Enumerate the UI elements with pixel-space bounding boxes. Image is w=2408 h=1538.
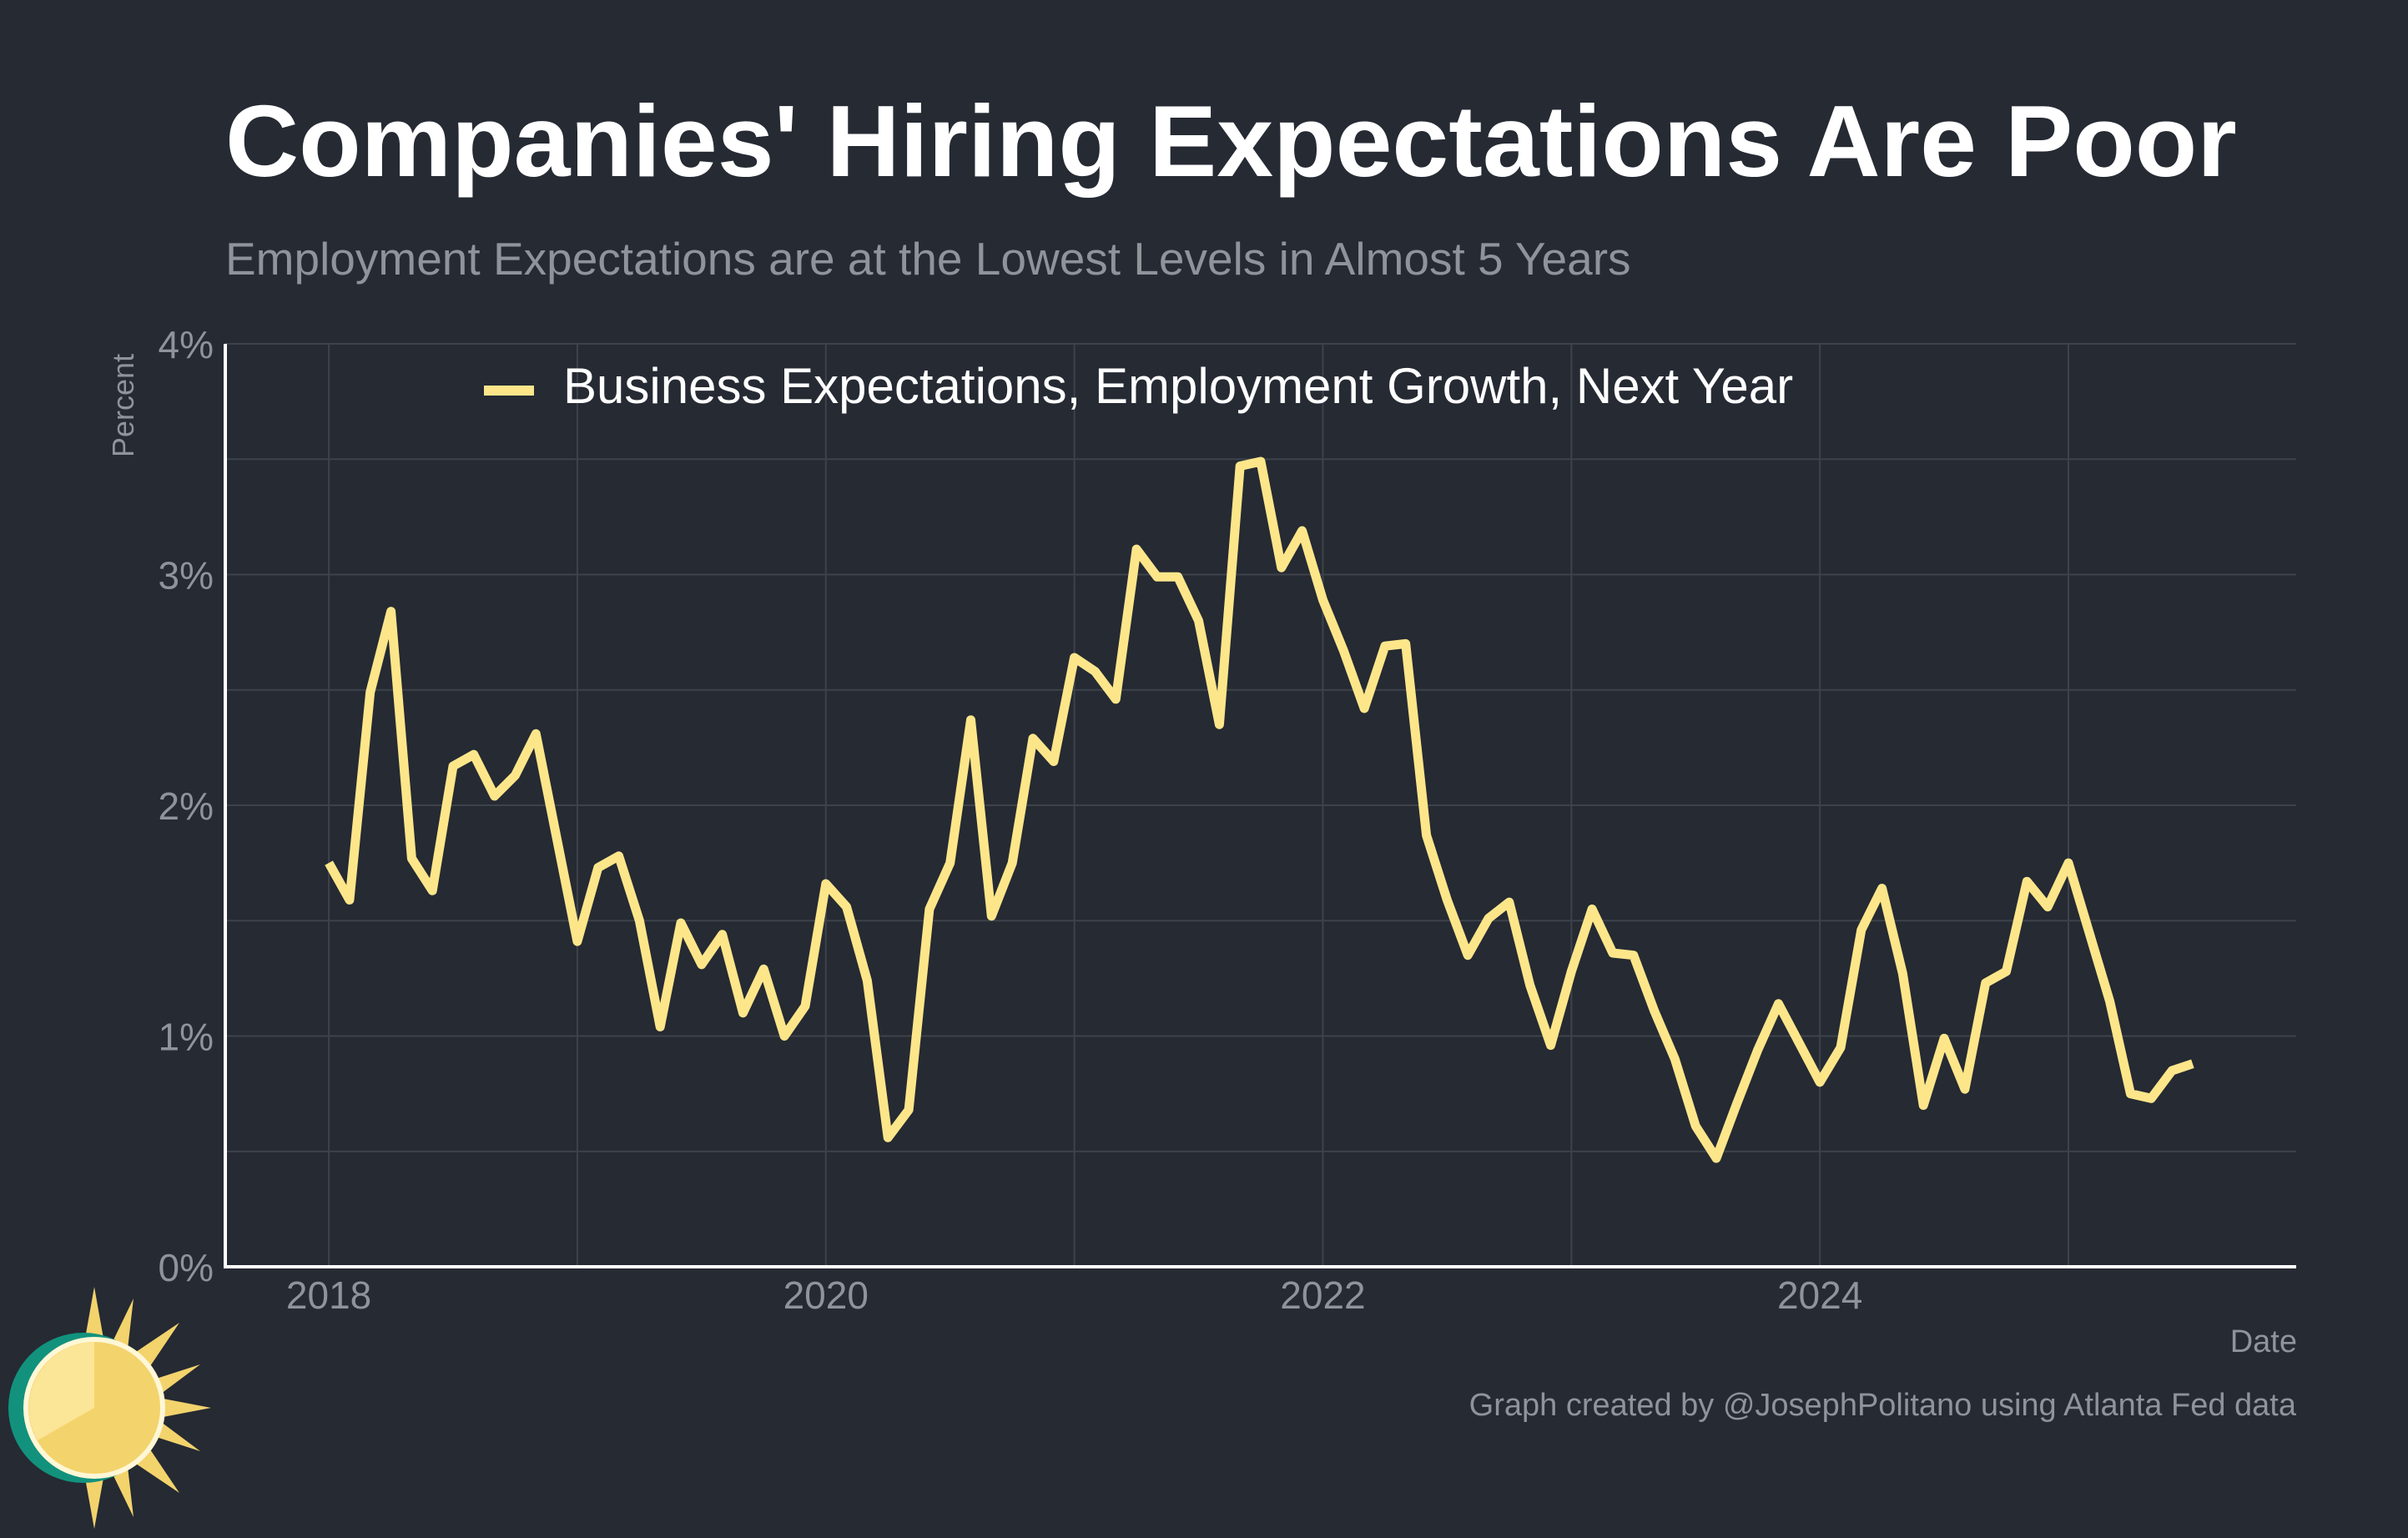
y-tick-label: 4%: [159, 323, 214, 366]
legend-label: Business Expectations, Employment Growth…: [563, 358, 1793, 414]
x-tick-labels: 2018 2020 2022 2024: [286, 1273, 1862, 1317]
y-tick-label: 2%: [159, 784, 214, 828]
x-tick-label: 2024: [1777, 1273, 1862, 1317]
x-tick-label: 2022: [1280, 1273, 1365, 1317]
x-axis-label: Date: [2230, 1324, 2297, 1359]
y-axis-label: Percent: [106, 354, 140, 457]
chart-title: Companies' Hiring Expectations Are Poor: [225, 84, 2237, 198]
y-tick-labels: 0% 1% 2% 3% 4%: [159, 323, 214, 1289]
y-tick-label: 1%: [159, 1016, 214, 1059]
series-group: [325, 456, 2194, 1163]
y-tick-label: 3%: [159, 554, 214, 598]
credit-note: Graph created by @JosephPolitano using A…: [1468, 1388, 2296, 1423]
sun-logo-icon: [8, 1287, 211, 1529]
chart-subtitle: Employment Expectations are at the Lowes…: [225, 233, 1631, 285]
series-line: [325, 456, 2194, 1163]
x-tick-label: 2020: [783, 1273, 869, 1317]
axes: [224, 344, 2296, 1268]
y-tick-label: 0%: [159, 1246, 214, 1289]
legend: Business Expectations, Employment Growth…: [484, 358, 1793, 414]
x-tick-label: 2018: [286, 1273, 371, 1317]
